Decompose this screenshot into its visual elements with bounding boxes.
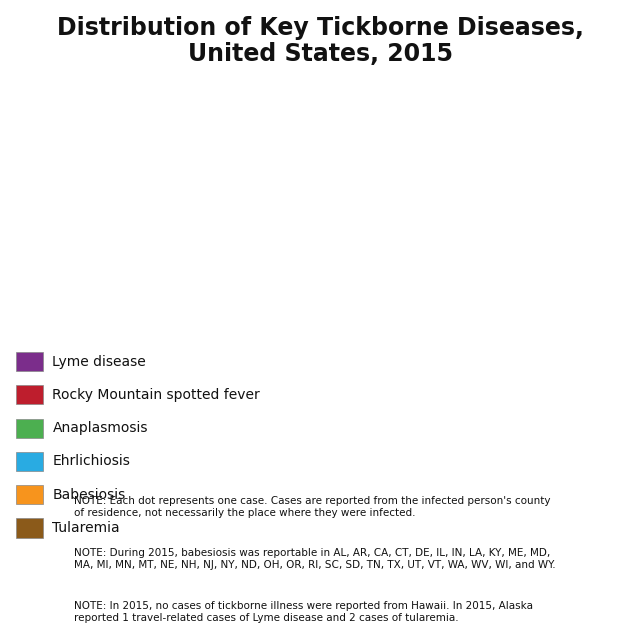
Text: Rocky Mountain spotted fever: Rocky Mountain spotted fever: [52, 388, 260, 402]
Text: NOTE: In 2015, no cases of tickborne illness were reported from Hawaii. In 2015,: NOTE: In 2015, no cases of tickborne ill…: [74, 601, 532, 623]
Text: Distribution of Key Tickborne Diseases,: Distribution of Key Tickborne Diseases,: [56, 16, 584, 40]
Text: NOTE: During 2015, babesiosis was reportable in AL, AR, CA, CT, DE, IL, IN, LA, : NOTE: During 2015, babesiosis was report…: [74, 548, 556, 570]
Text: Babesiosis: Babesiosis: [52, 488, 125, 502]
Text: Lyme disease: Lyme disease: [52, 355, 146, 369]
Text: Ehrlichiosis: Ehrlichiosis: [52, 454, 131, 468]
Text: NOTE: Each dot represents one case. Cases are reported from the infected person': NOTE: Each dot represents one case. Case…: [74, 496, 550, 518]
Text: Anaplasmosis: Anaplasmosis: [52, 421, 148, 435]
Text: United States, 2015: United States, 2015: [188, 42, 452, 65]
Text: Tularemia: Tularemia: [52, 521, 120, 535]
